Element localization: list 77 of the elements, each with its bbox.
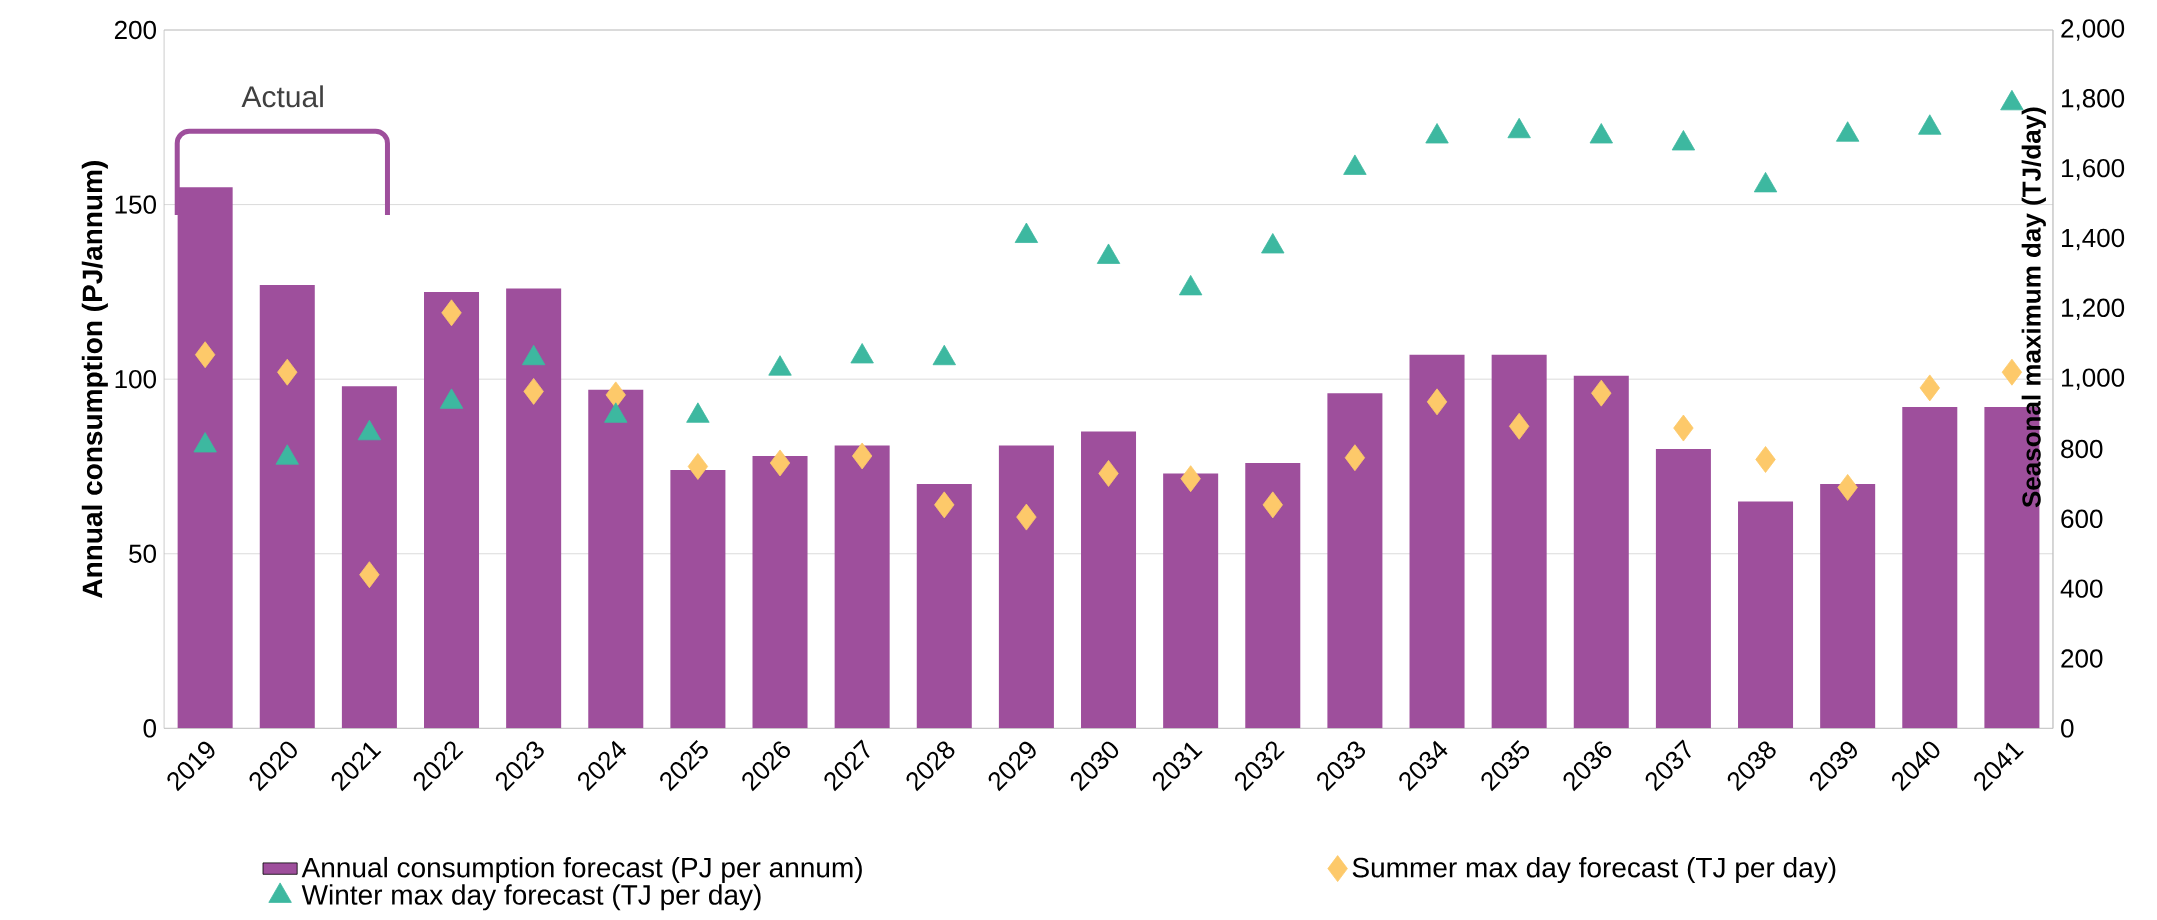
point — [1671, 129, 1696, 151]
point — [1591, 379, 1612, 407]
point — [1426, 388, 1448, 416]
y2-tick-label: 1,600 — [2062, 158, 2125, 181]
bar — [424, 291, 480, 729]
y2-tick-label: 1,400 — [2062, 228, 2125, 251]
bar — [916, 483, 972, 729]
bar — [341, 385, 397, 729]
point — [1343, 154, 1367, 175]
bar — [1573, 375, 1629, 729]
y2-tick-label: 600 — [2061, 509, 2103, 528]
y2-tick-label: 800 — [2061, 439, 2103, 459]
point — [1836, 121, 1860, 142]
legend-label: Annual consumption forecast (PJ per annum) — [301, 856, 862, 883]
y-axis-title: Annual consumption (PJ/annum) — [81, 160, 108, 598]
point — [1014, 222, 1039, 243]
bar — [1327, 392, 1383, 729]
y-tick-label: 0 — [143, 718, 157, 738]
point — [1837, 473, 1858, 501]
bar — [588, 389, 644, 729]
bar — [1820, 483, 1876, 729]
legend-label: Winter max day forecast (TJ per day) — [301, 884, 761, 911]
point — [195, 341, 216, 368]
y-tick-label: 150 — [115, 195, 156, 214]
point — [277, 358, 298, 386]
y2-tick-label: 200 — [2061, 649, 2103, 668]
point — [851, 442, 873, 470]
legend-label: Summer max day forecast (TJ per day) — [1352, 856, 1836, 883]
point — [1673, 414, 1694, 442]
bar — [752, 455, 808, 729]
point — [1262, 491, 1283, 519]
point — [934, 491, 955, 519]
y2-tick-label: 400 — [2060, 579, 2103, 598]
point — [1918, 114, 1942, 135]
point — [1589, 122, 1613, 144]
y2-tick-label: 0 — [2061, 718, 2074, 738]
point — [1016, 503, 1037, 531]
bar — [1245, 462, 1301, 729]
bar — [1902, 406, 1958, 729]
y2-tick-label: 1,000 — [2062, 368, 2125, 390]
bar — [506, 288, 562, 729]
point — [523, 377, 544, 405]
bar — [1655, 448, 1711, 729]
bar — [834, 445, 890, 729]
bar — [1409, 354, 1465, 729]
point — [1919, 374, 1940, 402]
y2-tick-label: 1,800 — [2062, 88, 2125, 111]
bar — [1738, 501, 1794, 729]
point — [769, 449, 791, 477]
point — [359, 561, 380, 588]
annotation: Actual — [241, 85, 323, 108]
point — [441, 299, 462, 327]
bar — [1163, 473, 1219, 729]
bar — [670, 469, 726, 729]
point — [1180, 465, 1201, 492]
bar — [998, 445, 1054, 729]
bar — [1491, 354, 1547, 729]
point — [1344, 444, 1366, 471]
point — [687, 452, 709, 480]
point — [1261, 232, 1285, 254]
point — [2001, 358, 2023, 386]
y2-tick-label: 2,000 — [2061, 19, 2125, 41]
point — [1753, 171, 1778, 193]
y2-axis-title: Seasonal maximum day (TJ/day) — [2021, 107, 2046, 508]
point — [1098, 459, 1119, 487]
point — [1509, 412, 1530, 440]
y2-tick-label: 1,200 — [2062, 298, 2125, 320]
bar — [259, 284, 315, 729]
point — [1425, 122, 1449, 144]
bar — [1081, 431, 1137, 729]
point — [1507, 117, 1531, 138]
point — [1755, 445, 1776, 473]
point — [1178, 274, 1203, 296]
y-tick-label: 100 — [115, 369, 156, 389]
y-tick-label: 200 — [114, 20, 156, 40]
point — [1096, 243, 1121, 264]
y-tick-label: 50 — [129, 544, 156, 563]
